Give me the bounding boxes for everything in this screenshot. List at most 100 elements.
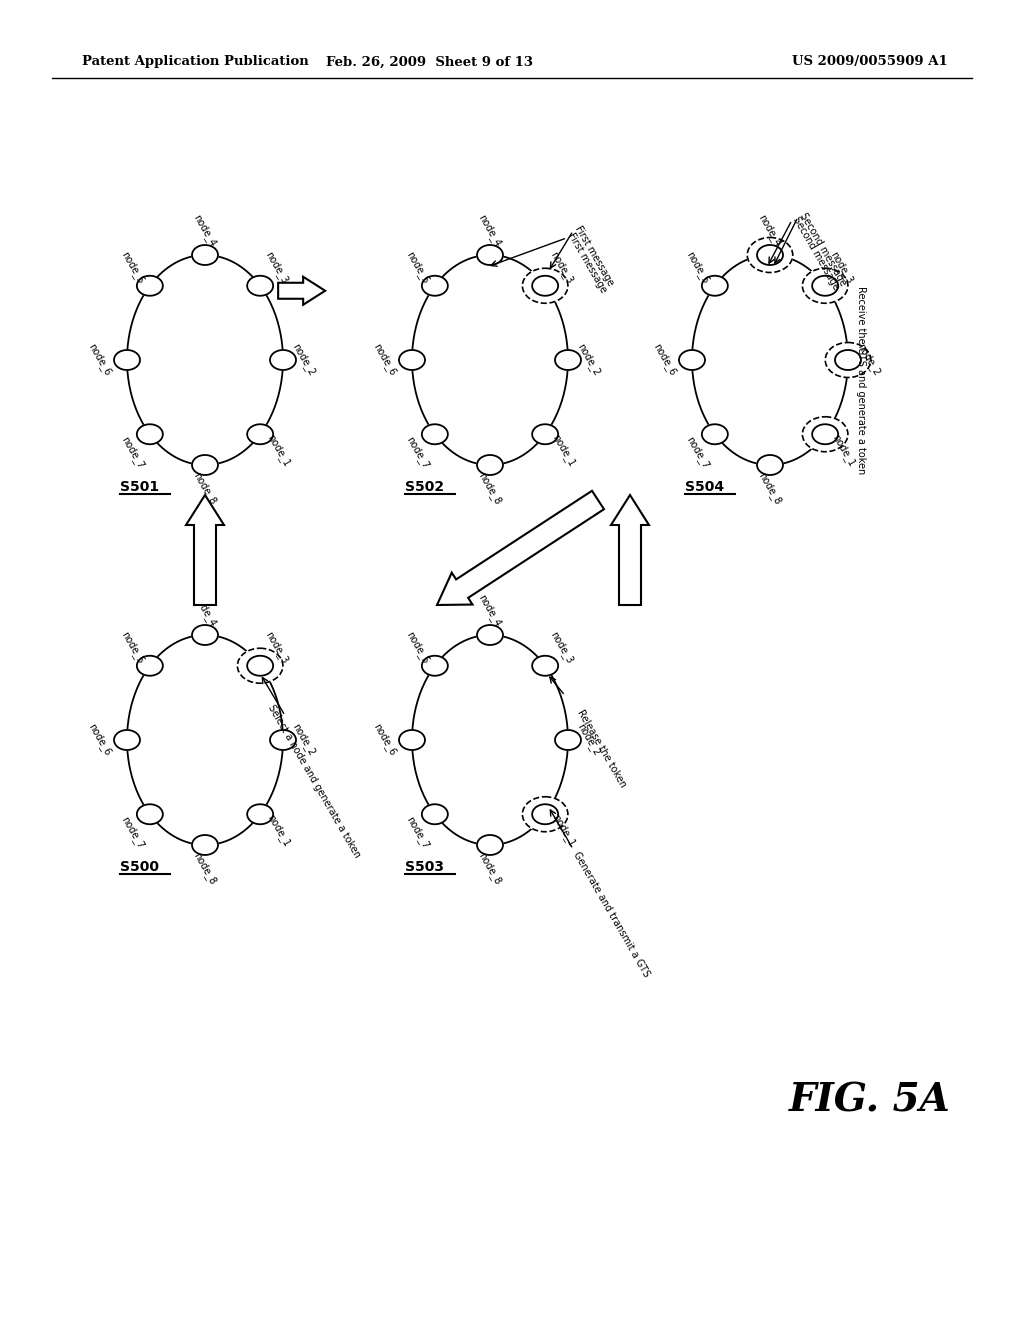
Text: node_5: node_5 <box>684 249 712 286</box>
Ellipse shape <box>532 424 558 445</box>
Text: node_4: node_4 <box>191 213 218 249</box>
Text: node_3: node_3 <box>549 630 575 665</box>
Text: node_1: node_1 <box>265 432 293 469</box>
Text: S503: S503 <box>406 861 444 874</box>
Ellipse shape <box>422 276 447 296</box>
Ellipse shape <box>555 730 581 750</box>
Text: Select a node and generate a token: Select a node and generate a token <box>266 704 362 859</box>
Text: FIG. 5A: FIG. 5A <box>790 1081 951 1119</box>
Text: node_6: node_6 <box>372 342 398 378</box>
Text: node_6: node_6 <box>86 722 114 758</box>
Text: node_6: node_6 <box>372 722 398 758</box>
Ellipse shape <box>825 342 870 378</box>
Text: Feb. 26, 2009  Sheet 9 of 13: Feb. 26, 2009 Sheet 9 of 13 <box>327 55 534 69</box>
Ellipse shape <box>522 797 568 832</box>
Ellipse shape <box>701 276 728 296</box>
Text: node_6: node_6 <box>651 342 679 378</box>
Text: node_7: node_7 <box>119 434 146 470</box>
Text: node_8: node_8 <box>191 471 218 507</box>
Ellipse shape <box>247 656 273 676</box>
Text: node_3: node_3 <box>549 249 575 285</box>
Text: node_8: node_8 <box>476 471 504 507</box>
Text: S500: S500 <box>120 861 159 874</box>
Text: node_8: node_8 <box>757 471 783 507</box>
Ellipse shape <box>137 276 163 296</box>
Text: node_2: node_2 <box>575 342 602 378</box>
Text: Second message: Second message <box>798 210 848 288</box>
Ellipse shape <box>477 624 503 645</box>
Text: Release the token: Release the token <box>575 708 629 789</box>
Ellipse shape <box>422 804 447 824</box>
Ellipse shape <box>422 424 447 445</box>
Ellipse shape <box>748 238 793 272</box>
Polygon shape <box>186 495 224 605</box>
Ellipse shape <box>477 836 503 855</box>
Ellipse shape <box>191 455 218 475</box>
Text: First message: First message <box>572 224 615 288</box>
Text: S502: S502 <box>406 480 444 494</box>
Text: node_2: node_2 <box>855 342 883 378</box>
Ellipse shape <box>422 656 447 676</box>
Text: node_8: node_8 <box>191 851 218 887</box>
Ellipse shape <box>477 246 503 265</box>
Text: node_7: node_7 <box>119 814 146 850</box>
Text: node_3: node_3 <box>263 630 291 665</box>
Text: node_5: node_5 <box>119 249 146 286</box>
Ellipse shape <box>812 276 839 296</box>
Text: S501: S501 <box>120 480 159 494</box>
Text: node_4: node_4 <box>191 593 218 630</box>
Ellipse shape <box>399 730 425 750</box>
Ellipse shape <box>247 804 273 824</box>
Polygon shape <box>279 277 326 305</box>
Text: node_1: node_1 <box>551 812 578 849</box>
Text: node_5: node_5 <box>404 630 431 665</box>
Ellipse shape <box>238 648 283 684</box>
Ellipse shape <box>555 350 581 370</box>
Text: node_4: node_4 <box>476 213 504 249</box>
Text: Receive the GTS and generate a token: Receive the GTS and generate a token <box>856 286 866 474</box>
Text: node_4: node_4 <box>757 213 783 249</box>
Ellipse shape <box>532 656 558 676</box>
Text: node_7: node_7 <box>684 434 712 470</box>
Ellipse shape <box>137 804 163 824</box>
Ellipse shape <box>477 455 503 475</box>
Ellipse shape <box>114 350 140 370</box>
Text: node_8: node_8 <box>476 851 504 887</box>
Text: node_3: node_3 <box>828 249 856 285</box>
Text: node_4: node_4 <box>476 593 504 630</box>
Ellipse shape <box>399 350 425 370</box>
Ellipse shape <box>270 350 296 370</box>
Ellipse shape <box>247 276 273 296</box>
Ellipse shape <box>803 268 848 304</box>
Text: S504: S504 <box>685 480 724 494</box>
Text: node_2: node_2 <box>575 722 602 758</box>
Ellipse shape <box>137 656 163 676</box>
Ellipse shape <box>191 836 218 855</box>
Ellipse shape <box>137 424 163 445</box>
Ellipse shape <box>757 246 783 265</box>
Ellipse shape <box>532 804 558 824</box>
Ellipse shape <box>835 350 861 370</box>
Ellipse shape <box>193 246 218 265</box>
Ellipse shape <box>114 730 140 750</box>
Text: node_5: node_5 <box>404 249 431 286</box>
Text: node_1: node_1 <box>830 432 858 469</box>
Ellipse shape <box>247 424 273 445</box>
Ellipse shape <box>701 424 728 445</box>
Text: node_1: node_1 <box>265 812 293 849</box>
Ellipse shape <box>193 624 218 645</box>
Text: node_7: node_7 <box>404 814 431 850</box>
Text: US 2009/0055909 A1: US 2009/0055909 A1 <box>793 55 948 69</box>
Text: First message: First message <box>566 231 608 294</box>
Ellipse shape <box>270 730 296 750</box>
Text: node_3: node_3 <box>263 249 291 285</box>
Ellipse shape <box>679 350 705 370</box>
Ellipse shape <box>803 417 848 451</box>
Text: node_2: node_2 <box>291 722 317 758</box>
Text: node_1: node_1 <box>551 432 578 469</box>
Text: Patent Application Publication: Patent Application Publication <box>82 55 309 69</box>
Text: node_7: node_7 <box>404 434 431 470</box>
Text: node_5: node_5 <box>119 630 146 665</box>
Ellipse shape <box>532 276 558 296</box>
Polygon shape <box>437 491 604 605</box>
